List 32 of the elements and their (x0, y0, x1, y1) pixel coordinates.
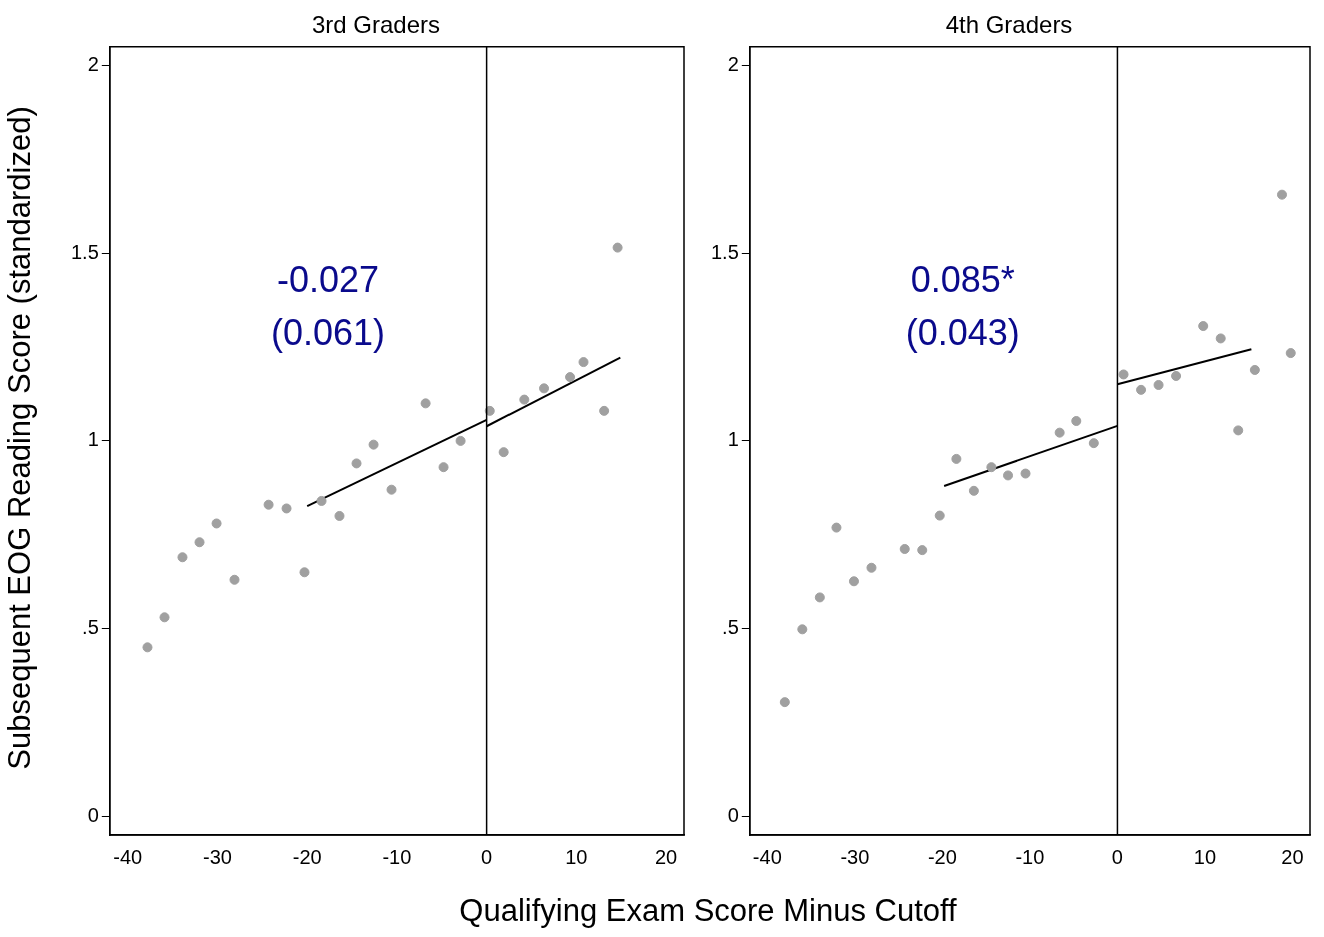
y-axis-title: Subsequent EOG Reading Score (standardized) (2, 106, 38, 770)
chart-title: 3rd Graders (311, 11, 441, 39)
x-tick-label: -40 (113, 845, 143, 868)
x-tick-label: -10 (1015, 845, 1045, 868)
y-tick-label: 1.5 (70, 240, 99, 263)
y-tick-label: 0 (727, 803, 739, 826)
y-tick-label: 2 (87, 53, 99, 76)
x-tick-label: 0 (481, 845, 493, 868)
y-tick-label: .5 (82, 616, 99, 639)
x-tick-label: -20 (292, 845, 322, 868)
x-tick-label: 10 (1193, 845, 1217, 868)
annotation: (0.043) (905, 311, 1020, 353)
x-tick-label: -30 (840, 845, 870, 868)
x-tick-label: -40 (752, 845, 782, 868)
annotation: -0.027 (276, 258, 380, 300)
x-tick-label: -20 (927, 845, 957, 868)
y-tick-label: 1.5 (710, 240, 739, 263)
annotation: (0.061) (270, 311, 386, 353)
annotation: 0.085* (910, 258, 1015, 300)
x-tick-label: 0 (1111, 845, 1123, 868)
y-tick-label: 1 (727, 428, 739, 451)
x-tick-label: 20 (654, 845, 678, 868)
x-tick-label: -30 (203, 845, 232, 868)
x-tick-label: 10 (565, 845, 588, 868)
y-tick-label: 0 (87, 803, 99, 826)
y-tick-label: 1 (87, 428, 99, 451)
x-axis-title: Qualifying Exam Score Minus Cutoff (458, 893, 958, 929)
x-tick-label: 20 (1281, 845, 1304, 868)
x-tick-label: -10 (382, 845, 412, 868)
y-tick-label: 2 (727, 53, 739, 76)
chart-title: 4th Graders (945, 11, 1073, 39)
y-tick-label: .5 (722, 616, 739, 639)
